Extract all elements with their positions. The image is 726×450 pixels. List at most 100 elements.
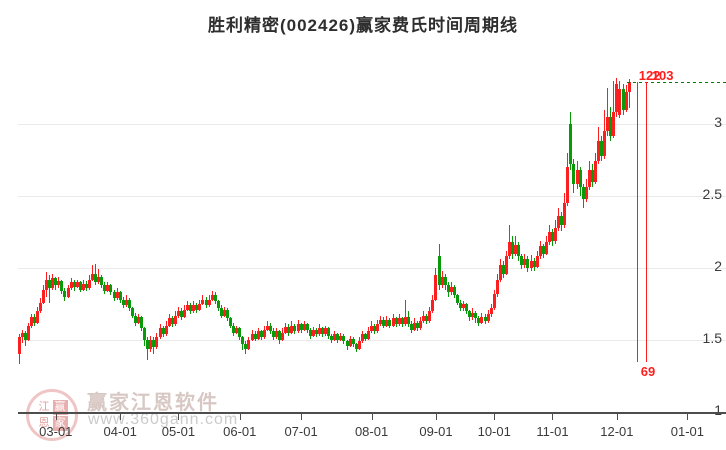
candle-body: [299, 324, 303, 330]
candle-body: [204, 299, 208, 306]
seal-char: 赢: [52, 399, 68, 415]
candle-body: [229, 318, 233, 326]
candle-body: [287, 327, 291, 333]
candle-body: [134, 315, 137, 323]
y-gridline: [18, 340, 726, 341]
candle-body: [550, 232, 554, 241]
candle-body: [63, 291, 67, 297]
candle-body: [327, 328, 331, 336]
candle-body: [523, 259, 527, 266]
candle-body: [370, 325, 374, 332]
candle-body: [621, 89, 625, 110]
candle-body: [511, 242, 515, 254]
y-axis-label: 3: [714, 114, 722, 130]
x-axis-label: 03-01: [39, 424, 73, 439]
candle-body: [317, 328, 321, 335]
candle-body: [425, 315, 429, 322]
candle-body: [238, 328, 242, 338]
candle-body: [38, 302, 42, 312]
candle-body: [419, 321, 423, 329]
watermark-url-text: www.360gann.com: [88, 411, 239, 428]
candle-body: [88, 279, 92, 289]
chart-title: 胜利精密(002426)赢家费氏时间周期线: [207, 16, 519, 35]
candle-body: [400, 318, 404, 325]
y-axis-label: 1.5: [702, 330, 722, 346]
candle-body: [140, 316, 144, 329]
candle-body: [495, 279, 499, 294]
candle-body: [259, 331, 263, 338]
candle-body: [216, 301, 220, 309]
candle-body: [241, 337, 245, 345]
candle-body: [81, 283, 85, 290]
candle-body: [265, 325, 269, 330]
candle-body: [462, 304, 466, 309]
candle-wick: [49, 275, 51, 303]
candle-body: [376, 324, 380, 332]
candle-body: [45, 279, 49, 290]
candle-body: [578, 170, 582, 188]
candle-body: [278, 331, 282, 340]
candle-body: [403, 316, 407, 325]
candle-body: [504, 256, 508, 274]
candle-body: [173, 315, 177, 325]
candle-body: [508, 242, 512, 257]
candle-body: [603, 131, 607, 156]
candle-body: [382, 319, 386, 326]
fib-time-cycle-line: [636, 82, 638, 362]
candle-body: [422, 315, 426, 322]
candle-body: [118, 292, 122, 300]
candle-body: [428, 311, 432, 322]
candle-wick: [147, 337, 149, 361]
x-axis-label: 04-01: [103, 424, 137, 439]
candle-body: [170, 318, 174, 325]
candle-body: [520, 256, 524, 266]
x-axis-tick: [616, 412, 618, 420]
candle-body: [501, 265, 505, 274]
x-axis-label: 06-01: [223, 424, 257, 439]
candle-body: [112, 292, 116, 299]
candle-body: [60, 280, 64, 292]
candle-body: [155, 337, 159, 348]
candle-body: [186, 305, 190, 310]
candle-body: [225, 309, 229, 319]
candle-body: [367, 331, 371, 339]
candle-body: [431, 299, 435, 312]
candle-body: [560, 216, 564, 225]
candle-body: [526, 259, 530, 268]
x-axis-tick: [552, 412, 554, 420]
x-axis-label: 12-01: [600, 424, 634, 439]
y-axis-label: 2.5: [702, 186, 722, 202]
candle-body: [416, 322, 420, 329]
candle-body: [600, 141, 604, 156]
candle-body: [333, 334, 337, 340]
candle-body: [477, 318, 481, 323]
x-axis-label: 08-01: [354, 424, 389, 439]
candle-body: [618, 89, 622, 116]
candle-body: [201, 299, 205, 304]
candle-body: [281, 332, 285, 340]
candle-body: [235, 328, 239, 333]
candle-body: [391, 318, 395, 326]
candle-body: [91, 273, 95, 280]
candle-body: [397, 318, 401, 325]
candle-body: [23, 332, 27, 340]
candle-body: [452, 286, 456, 296]
candle-body: [624, 92, 628, 110]
watermark-brand-text: 赢家江恩软件: [87, 392, 219, 414]
candle-body: [152, 340, 156, 348]
candle-wick: [613, 80, 615, 139]
candle-body: [489, 308, 493, 315]
y-axis-label: 1: [714, 402, 722, 418]
candle-body: [351, 338, 355, 345]
candle-body: [388, 319, 392, 326]
candle-body: [308, 329, 312, 336]
candle-body: [373, 325, 377, 332]
candle-body: [615, 83, 619, 113]
x-axis-label: 01-01: [670, 424, 704, 439]
candle-body: [20, 332, 24, 338]
candle-body: [541, 246, 545, 254]
candle-body: [606, 116, 610, 132]
candle-body: [443, 276, 447, 286]
candle-body: [305, 324, 309, 330]
